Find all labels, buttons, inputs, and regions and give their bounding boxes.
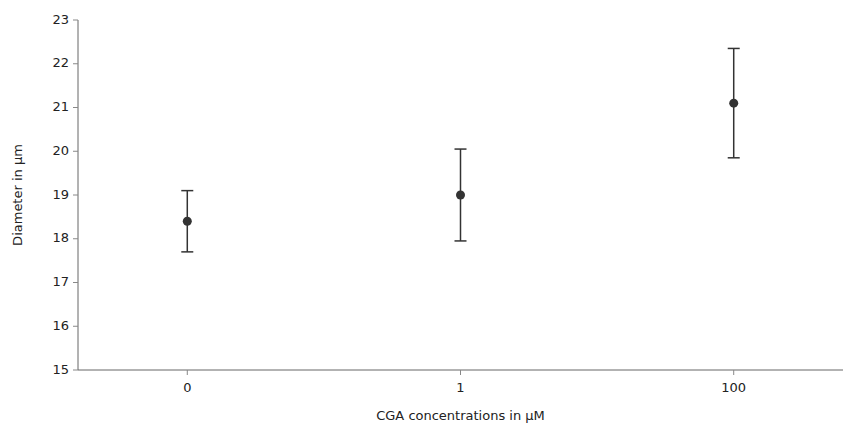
x-axis-label: CGA concentrations in μM bbox=[376, 408, 545, 423]
error-cap-lower bbox=[728, 157, 740, 159]
x-tick-label: 100 bbox=[721, 380, 746, 395]
y-tick-label: 18 bbox=[52, 230, 69, 245]
error-cap-upper bbox=[728, 48, 740, 50]
y-tick-label: 19 bbox=[52, 187, 69, 202]
y-tick-label: 23 bbox=[52, 12, 69, 27]
y-tick-label: 16 bbox=[52, 318, 69, 333]
x-tick bbox=[733, 370, 734, 375]
y-tick bbox=[73, 20, 78, 21]
y-tick-label: 22 bbox=[52, 55, 69, 70]
error-cap-upper bbox=[181, 190, 193, 192]
y-tick bbox=[73, 151, 78, 152]
y-tick-label: 15 bbox=[52, 362, 69, 377]
y-tick bbox=[73, 195, 78, 196]
y-tick bbox=[73, 238, 78, 239]
chart-container: 15 16 17 18 19 20 21 22 23 0 1 100 CGA concentration… bbox=[0, 0, 867, 434]
data-point bbox=[729, 99, 738, 108]
data-point bbox=[456, 191, 465, 200]
chart-svg: 15 16 17 18 19 20 21 22 23 0 1 100 CGA concentration… bbox=[0, 0, 867, 434]
y-axis-label: Diameter in μm bbox=[10, 144, 25, 246]
data-point bbox=[183, 217, 192, 226]
y-tick bbox=[73, 370, 78, 371]
y-tick bbox=[73, 63, 78, 64]
error-cap-upper bbox=[455, 148, 467, 150]
y-tick-label: 20 bbox=[52, 143, 69, 158]
x-tick-label: 1 bbox=[456, 380, 464, 395]
x-tick-label: 0 bbox=[183, 380, 191, 395]
x-tick bbox=[187, 370, 188, 375]
y-tick bbox=[73, 107, 78, 108]
y-tick-label: 17 bbox=[52, 274, 69, 289]
y-tick bbox=[73, 326, 78, 327]
y-tick-label: 21 bbox=[52, 99, 69, 114]
y-tick bbox=[73, 282, 78, 283]
plot-area bbox=[181, 48, 739, 251]
error-cap-lower bbox=[455, 240, 467, 242]
x-tick bbox=[460, 370, 461, 375]
error-cap-lower bbox=[181, 251, 193, 253]
